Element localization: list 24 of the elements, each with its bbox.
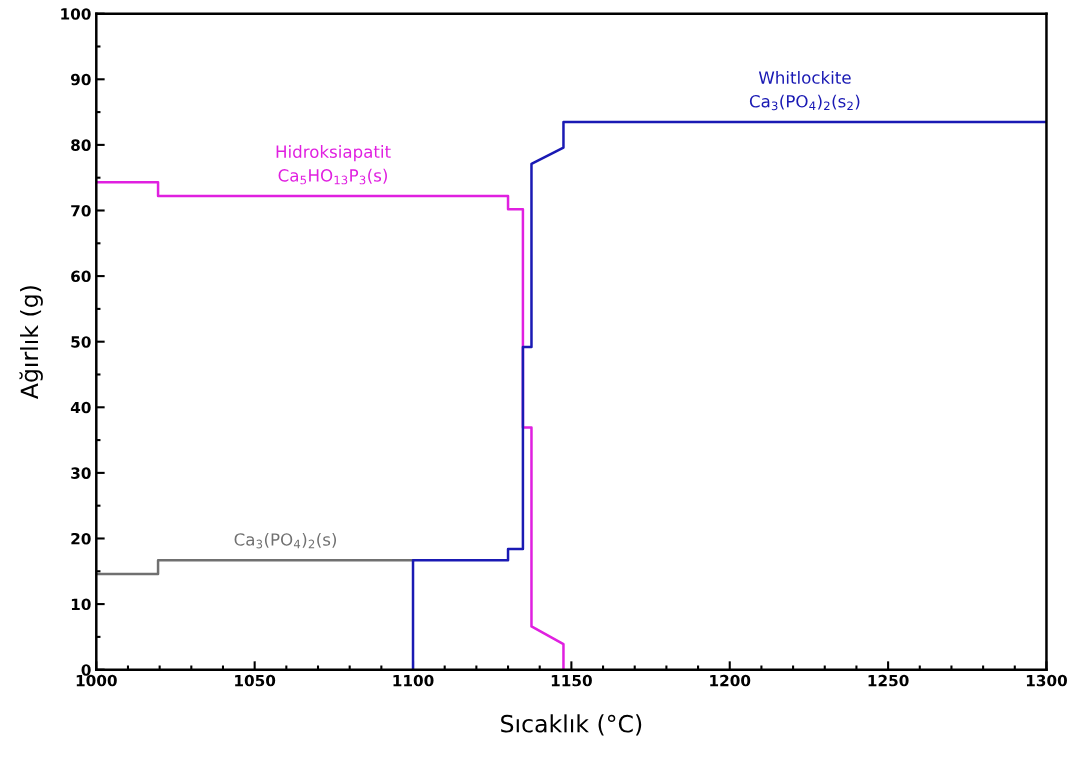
y-tick-label: 90 xyxy=(70,73,91,86)
x-tick-label: 1200 xyxy=(710,674,751,687)
y-tick-label: 30 xyxy=(71,467,91,479)
line-series xyxy=(411,120,1047,670)
y-tick-label: 60 xyxy=(71,270,91,283)
y-tick-label: 70 xyxy=(71,204,91,217)
x-tick-label: 1100 xyxy=(393,674,434,687)
y-tick-label: 100 xyxy=(61,8,91,20)
x-tick-label: 1250 xyxy=(868,674,909,687)
text: Whitlockite Ca$_{3}$(PO$_{4}$)$_{2}$(s$_{2}$) xyxy=(749,70,860,111)
x-axis-title: Sıcaklık (°C) xyxy=(501,714,642,736)
x-tick-label: 1050 xyxy=(235,674,276,687)
y-tick-label: 50 xyxy=(71,336,91,348)
series-label: Hidroksiapatit Ca$_{5}$HO$_{13}$P$_{3}$(s) xyxy=(276,145,391,185)
y-tick-label: 10 xyxy=(71,598,91,611)
y-tick-label: 0 xyxy=(81,664,91,676)
x-tick-label: 1000 xyxy=(76,674,117,687)
y-tick-label: 80 xyxy=(71,139,91,151)
y-axis-title: Ağırlık (g) xyxy=(19,286,43,400)
x-tick-label: 1300 xyxy=(1026,674,1067,687)
series-label: Ca$_{3}$(PO$_{4}$)$_{2}$(s) xyxy=(234,532,337,549)
x-tick-label: 1150 xyxy=(551,674,592,687)
y-tick-label: 20 xyxy=(71,532,91,545)
y-tick-label: 40 xyxy=(70,401,91,414)
